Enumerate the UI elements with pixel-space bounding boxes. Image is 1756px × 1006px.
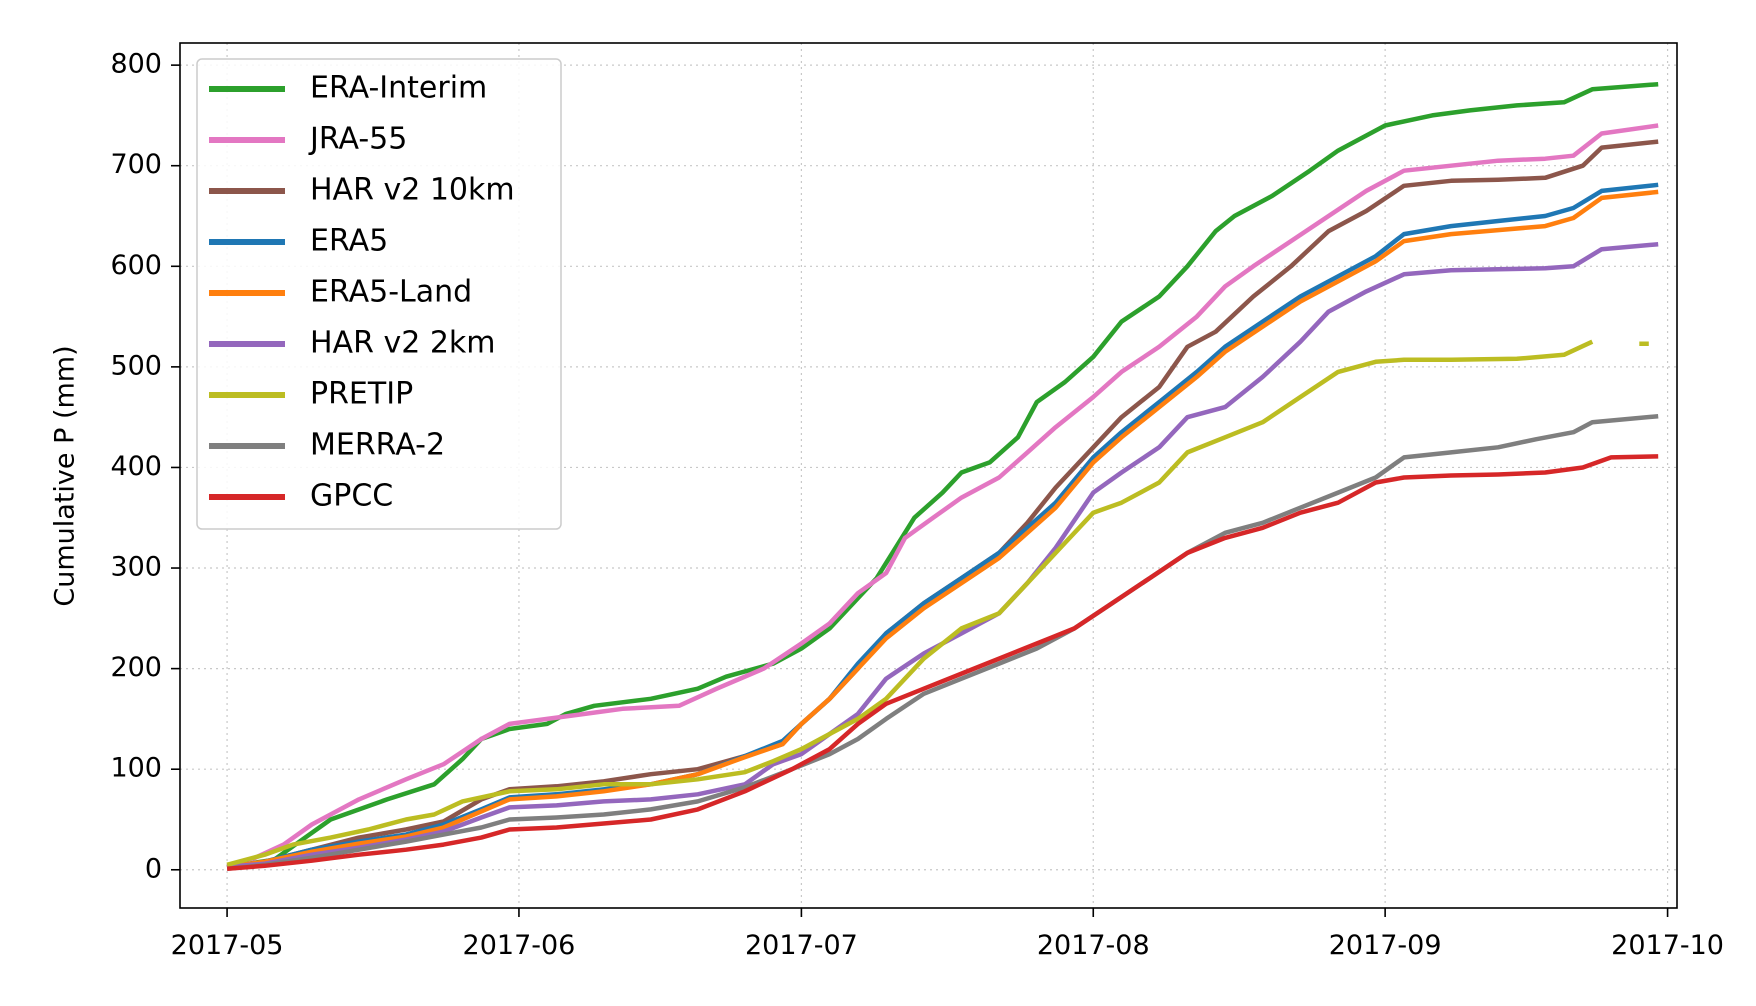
y-tick-label: 300 xyxy=(110,552,162,583)
series-line-era5-land xyxy=(226,189,1659,870)
series-line-gpcc xyxy=(226,454,1659,872)
x-tick-label: 2017-10 xyxy=(1611,930,1724,961)
y-tick-label: 800 xyxy=(110,49,162,80)
y-tick-label: 700 xyxy=(110,149,162,180)
legend-label-har-v2-2km: HAR v2 2km xyxy=(310,326,496,361)
plot-frame xyxy=(179,42,1678,909)
legend-label-era5-land: ERA5-Land xyxy=(310,275,472,310)
legend-label-era-interim: ERA-Interim xyxy=(310,71,487,106)
series-line-pretip xyxy=(226,339,1649,867)
legend-label-merra-2: MERRA-2 xyxy=(310,428,445,463)
legend-box xyxy=(196,58,562,530)
series-line-har-v2-2km xyxy=(226,241,1659,870)
y-axis-label: Cumulative P (mm) xyxy=(50,345,81,606)
legend-label-pretip: PRETIP xyxy=(310,377,413,412)
x-tick-label: 2017-08 xyxy=(1037,930,1150,961)
x-axis: 2017-05 2017-06 2017-07 2017-08 2017-09 2017-… xyxy=(171,908,1724,961)
y-tick-label: 0 xyxy=(145,853,162,884)
y-tick-label: 100 xyxy=(110,753,162,784)
legend: ERA-Interim JRA-55 HAR v2 10km ERA5 ERA5-Lan… xyxy=(196,58,562,530)
y-tick-label: 600 xyxy=(110,250,162,281)
y-tick-label: 200 xyxy=(110,652,162,683)
legend-label-jra-55: JRA-55 xyxy=(308,122,407,157)
legend-label-har-v2-10km: HAR v2 10km xyxy=(310,173,515,208)
x-tick-label: 2017-06 xyxy=(463,930,576,961)
series-line-merra-2 xyxy=(226,413,1659,872)
series-lines xyxy=(226,81,1659,872)
x-tick-label: 2017-07 xyxy=(745,930,858,961)
legend-label-era5: ERA5 xyxy=(310,224,388,259)
series-line-jra-55 xyxy=(226,123,1659,869)
x-tick-label: 2017-09 xyxy=(1329,930,1442,961)
y-tick-label: 500 xyxy=(110,350,162,381)
y-axis: 0 100 200 300 400 500 600 700 800 xyxy=(110,49,180,884)
legend-label-gpcc: GPCC xyxy=(310,479,393,514)
y-tick-label: 400 xyxy=(110,451,162,482)
x-tick-label: 2017-05 xyxy=(171,930,284,961)
